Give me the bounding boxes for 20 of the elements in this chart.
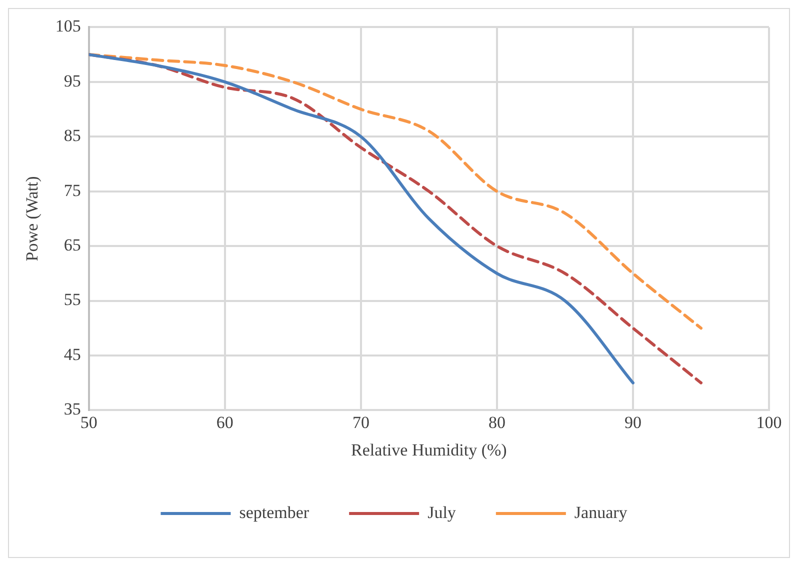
y-tick-label: 35	[64, 400, 81, 419]
x-tick-label: 50	[80, 412, 98, 432]
x-tick-label: 100	[756, 412, 782, 432]
x-tick-label: 60	[216, 412, 234, 432]
line-series	[88, 53, 702, 330]
legend-label: January	[574, 502, 628, 522]
x-tick-label: 70	[352, 412, 370, 432]
x-tick-label: 80	[488, 412, 506, 432]
y-tick-label: 85	[64, 126, 81, 146]
y-tick-label: 45	[64, 344, 81, 364]
y-tick-label: 95	[64, 71, 81, 90]
y-tick-label: 75	[64, 180, 81, 200]
x-tick-label: 90	[624, 412, 642, 432]
x-axis-title: Relative Humidity (%)	[351, 440, 507, 460]
legend-label: July	[428, 502, 456, 522]
y-axis-title: Powe (Watt)	[22, 176, 42, 262]
y-tick-label: 65	[64, 236, 81, 255]
legend-label: september	[239, 502, 310, 522]
y-tick-label: 105	[55, 16, 81, 36]
y-tick-label: 55	[64, 290, 81, 310]
